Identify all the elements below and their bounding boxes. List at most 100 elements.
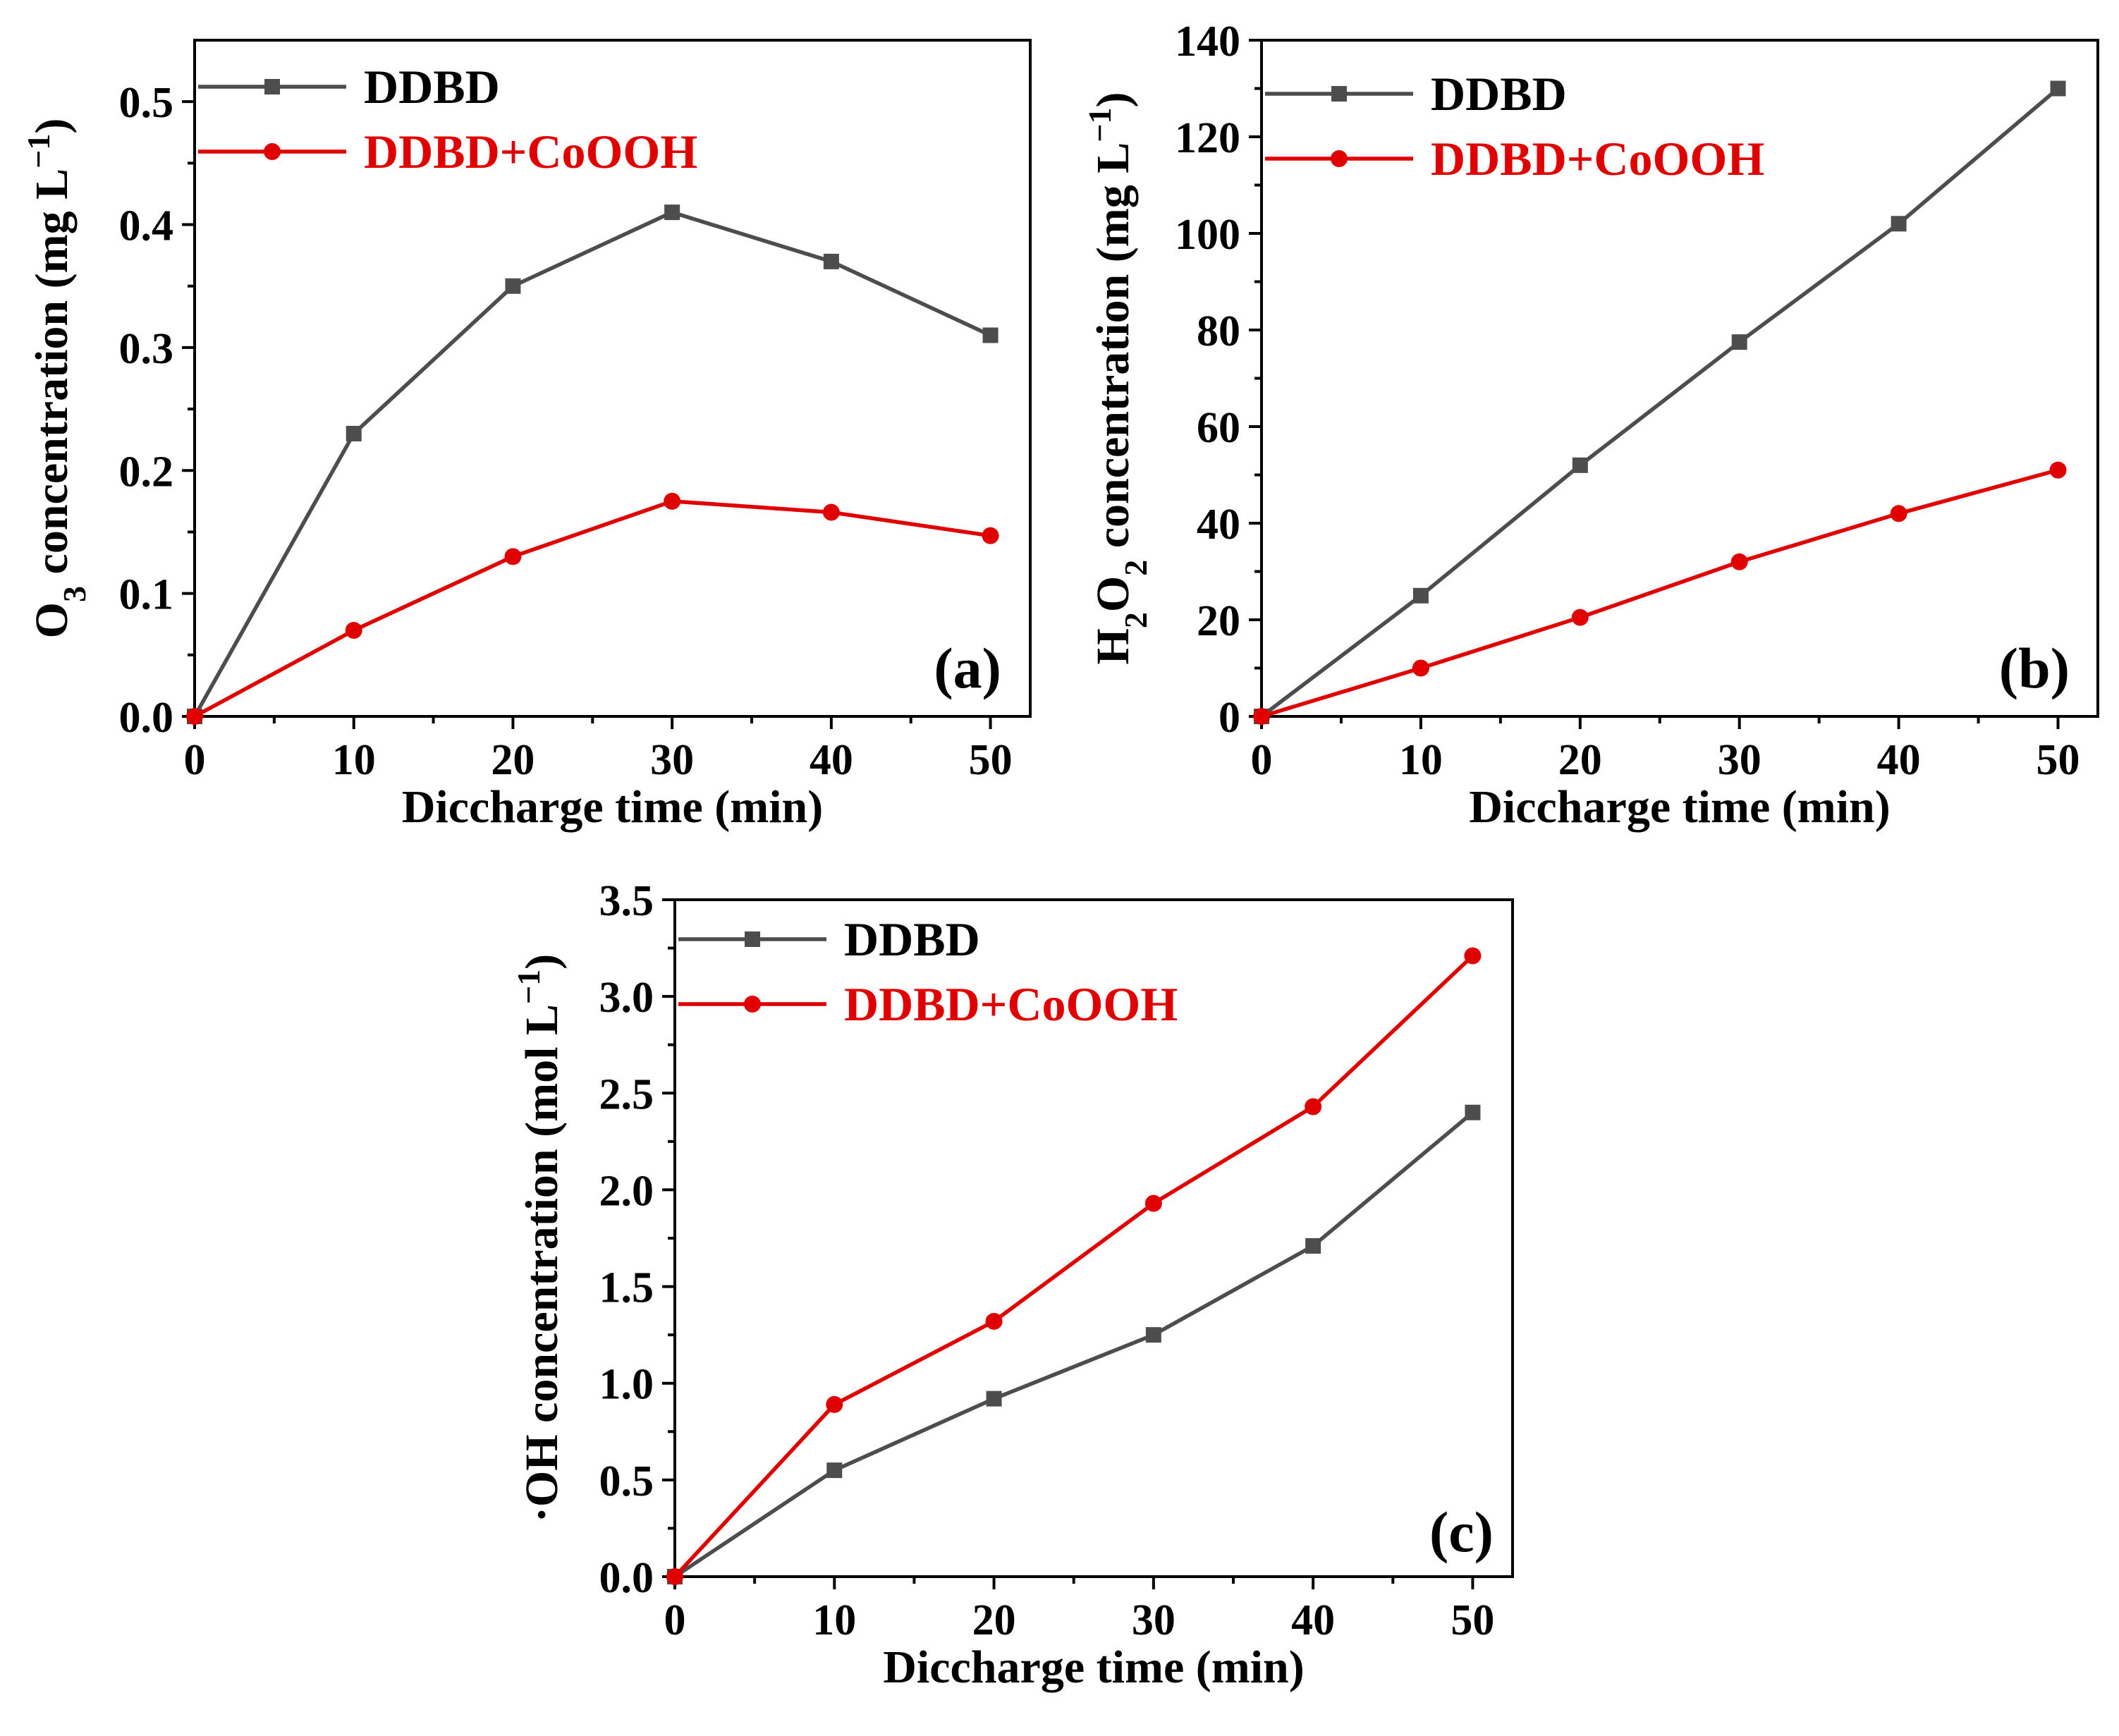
y-axis-title-part: 2 (1118, 612, 1154, 628)
data-point (986, 1390, 1002, 1407)
data-point (505, 278, 521, 294)
data-point (664, 204, 680, 221)
y-axis-title-part: H (1087, 628, 1139, 664)
data-point (985, 1312, 1003, 1330)
data-point (1730, 553, 1748, 570)
y-tick-label: 3.5 (599, 877, 654, 925)
legend-marker (1331, 86, 1347, 102)
x-axis-title: Diccharge time (min) (883, 1642, 1304, 1693)
data-point (1890, 505, 1907, 522)
y-tick-label: 40 (1197, 501, 1240, 549)
data-point (1305, 1098, 1322, 1115)
y-axis-title: ·OH concentration (mol L−1) (511, 954, 568, 1522)
legend-label: DDBD (364, 60, 500, 114)
data-point (666, 1568, 683, 1585)
series-line (673, 954, 1474, 1578)
x-tick-label: 0 (664, 1596, 686, 1644)
legend-label: DDBD (844, 912, 980, 966)
data-point (822, 503, 840, 521)
legend-label: DDBD (1431, 67, 1567, 121)
data-point (504, 548, 522, 566)
y-tick-label: 0.0 (599, 1554, 654, 1602)
data-point (1731, 334, 1747, 350)
data-point (1465, 1104, 1481, 1120)
series-line (193, 210, 991, 718)
x-tick-label: 0 (1251, 736, 1273, 784)
data-point (982, 527, 999, 544)
chart-panel: 0 10 20 30 40 50 0.0 0.5 1.0 1.5 2.0 2.5 3.0 3.5 Dicch… (511, 877, 1514, 1693)
y-axis-title-part: −1 (511, 970, 546, 1004)
legend-label: DDBD+CoOOH (364, 125, 697, 178)
y-tick-label: 0.4 (119, 202, 174, 250)
series-line (193, 499, 991, 719)
y-tick-label: 3.0 (599, 974, 654, 1022)
legend-marker (1331, 150, 1348, 167)
y-tick-label: 2.5 (599, 1070, 654, 1118)
panel-label: (c) (1429, 1500, 1494, 1564)
data-point (186, 708, 203, 725)
legend-marker (744, 996, 761, 1013)
y-axis-title: H2O2 concentration (mg L−1) (1082, 92, 1154, 665)
x-tick-label: 20 (972, 1596, 1016, 1644)
y-tick-label: 0.3 (119, 325, 174, 373)
x-tick-label: 10 (332, 736, 376, 784)
data-point (1891, 216, 1907, 232)
y-axis-title-part: O (1087, 576, 1139, 612)
series-ddbd (667, 1104, 1481, 1584)
series-line (1261, 467, 2059, 719)
series-ddbd-cooh (186, 492, 999, 725)
y-axis-title-part: 3 (56, 586, 92, 602)
data-point (1145, 1327, 1161, 1343)
x-tick-label: 10 (1399, 736, 1443, 784)
y-axis-title-part: ) (516, 954, 568, 970)
data-point (664, 492, 681, 510)
x-tick-label: 30 (1718, 736, 1761, 784)
y-axis-title-part: 2 (1118, 560, 1154, 576)
x-tick-label: 30 (1132, 1596, 1175, 1644)
y-axis-title-part: concentration (mg L (1087, 142, 1139, 560)
series-ddbd-cooh (666, 947, 1482, 1585)
y-axis-title-part: O (26, 602, 78, 638)
panel-label: (b) (1999, 636, 2070, 700)
y-tick-label: 80 (1197, 307, 1240, 355)
x-axis-title: Diccharge time (min) (1469, 781, 1890, 833)
y-axis-title-part: concentration (mg L (26, 169, 78, 586)
data-point (1412, 587, 1429, 604)
data-point (826, 1462, 843, 1479)
x-tick-label: 50 (2036, 736, 2080, 784)
data-point (346, 425, 362, 441)
data-point (826, 1395, 843, 1413)
x-tick-label: 40 (810, 736, 853, 784)
legend-marker (264, 79, 280, 94)
x-axis-title: Diccharge time (min) (402, 781, 823, 833)
y-tick-label: 20 (1197, 597, 1240, 645)
y-axis-title: O3 concentration (mg L−1) (20, 118, 92, 639)
chart-panel: 0 10 20 30 40 50 0.0 0.1 0.2 0.3 0.4 0.5 Diccharge t… (20, 39, 1032, 833)
y-axis-title-part: ) (1087, 92, 1139, 108)
y-axis-title-part: ) (26, 118, 78, 134)
chart-panel: 0 10 20 30 40 50 0 20 40 60 80 100 120 140 Diccharge t… (1082, 18, 2099, 833)
y-tick-label: 0.1 (119, 571, 174, 619)
y-tick-label: 1.0 (599, 1361, 654, 1409)
legend-marker (264, 143, 281, 160)
y-tick-label: 0.5 (599, 1457, 654, 1505)
y-tick-label: 100 (1175, 211, 1240, 259)
series-line (1260, 87, 2060, 719)
panel-label: (a) (934, 636, 1001, 700)
x-tick-label: 50 (969, 736, 1013, 784)
legend-label: DDBD+CoOOH (1431, 132, 1764, 185)
x-tick-label: 20 (491, 736, 535, 784)
plot-frame (193, 39, 1032, 718)
data-point (345, 621, 362, 639)
x-tick-label: 40 (1291, 1596, 1335, 1644)
y-tick-label: 60 (1197, 404, 1240, 452)
y-tick-label: 0 (1219, 694, 1240, 742)
legend-marker (745, 931, 760, 947)
data-point (982, 327, 999, 343)
data-point (1412, 659, 1429, 677)
x-tick-label: 50 (1451, 1596, 1494, 1644)
y-tick-label: 0.5 (119, 79, 174, 127)
data-point (1572, 457, 1588, 473)
x-tick-label: 30 (650, 736, 694, 784)
y-axis-title-part: −1 (20, 134, 56, 169)
